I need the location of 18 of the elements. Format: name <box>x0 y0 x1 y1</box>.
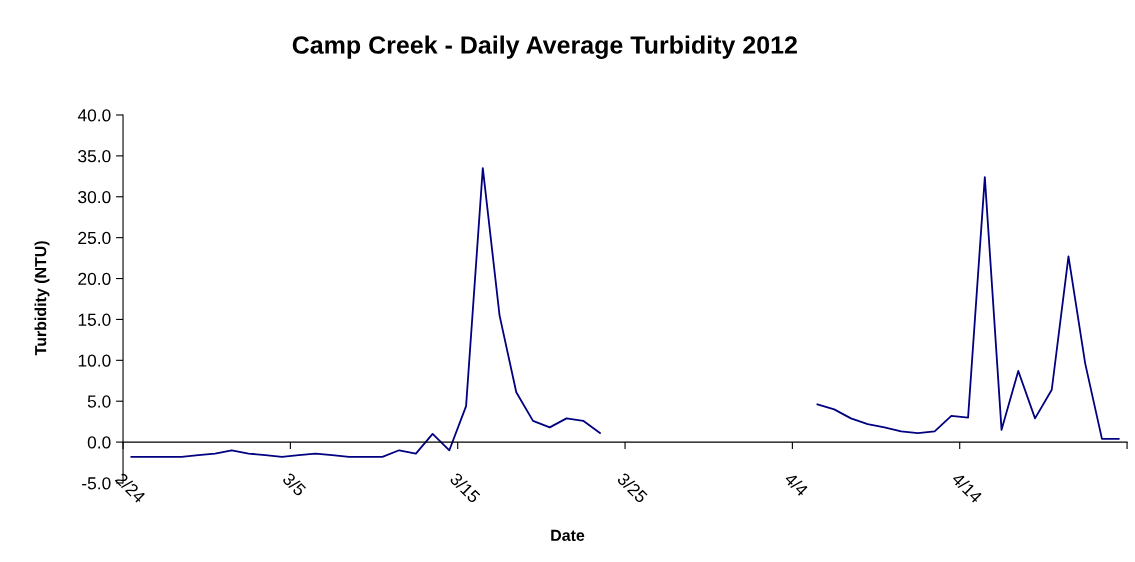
y-tick-label: 15.0 <box>78 313 111 326</box>
chart-title: Camp Creek - Daily Average Turbidity 2012 <box>292 35 797 59</box>
y-tick-label: 40.0 <box>77 109 111 122</box>
x-tick-label: 3/25 <box>616 471 649 504</box>
y-tick-label: 5.0 <box>87 395 111 408</box>
x-tick-label: 3/15 <box>449 471 482 504</box>
x-tick-label: 4/14 <box>950 471 984 504</box>
y-tick-label: 0.0 <box>87 436 111 449</box>
x-axis-title: Date <box>551 529 585 541</box>
y-tick-label: 30.0 <box>78 190 111 204</box>
y-tick-label: 10.0 <box>78 354 111 367</box>
y-tick-label: -5.0 <box>82 477 111 490</box>
x-tick-label: 4/4 <box>783 471 810 497</box>
y-tick-label: 25.0 <box>78 231 111 245</box>
y-tick-label: 35.0 <box>78 150 111 163</box>
y-axis-title: Turbidity (NTU) <box>34 241 50 356</box>
y-tick-label: 20.0 <box>78 272 111 285</box>
x-tick-label: 3/5 <box>281 471 307 497</box>
